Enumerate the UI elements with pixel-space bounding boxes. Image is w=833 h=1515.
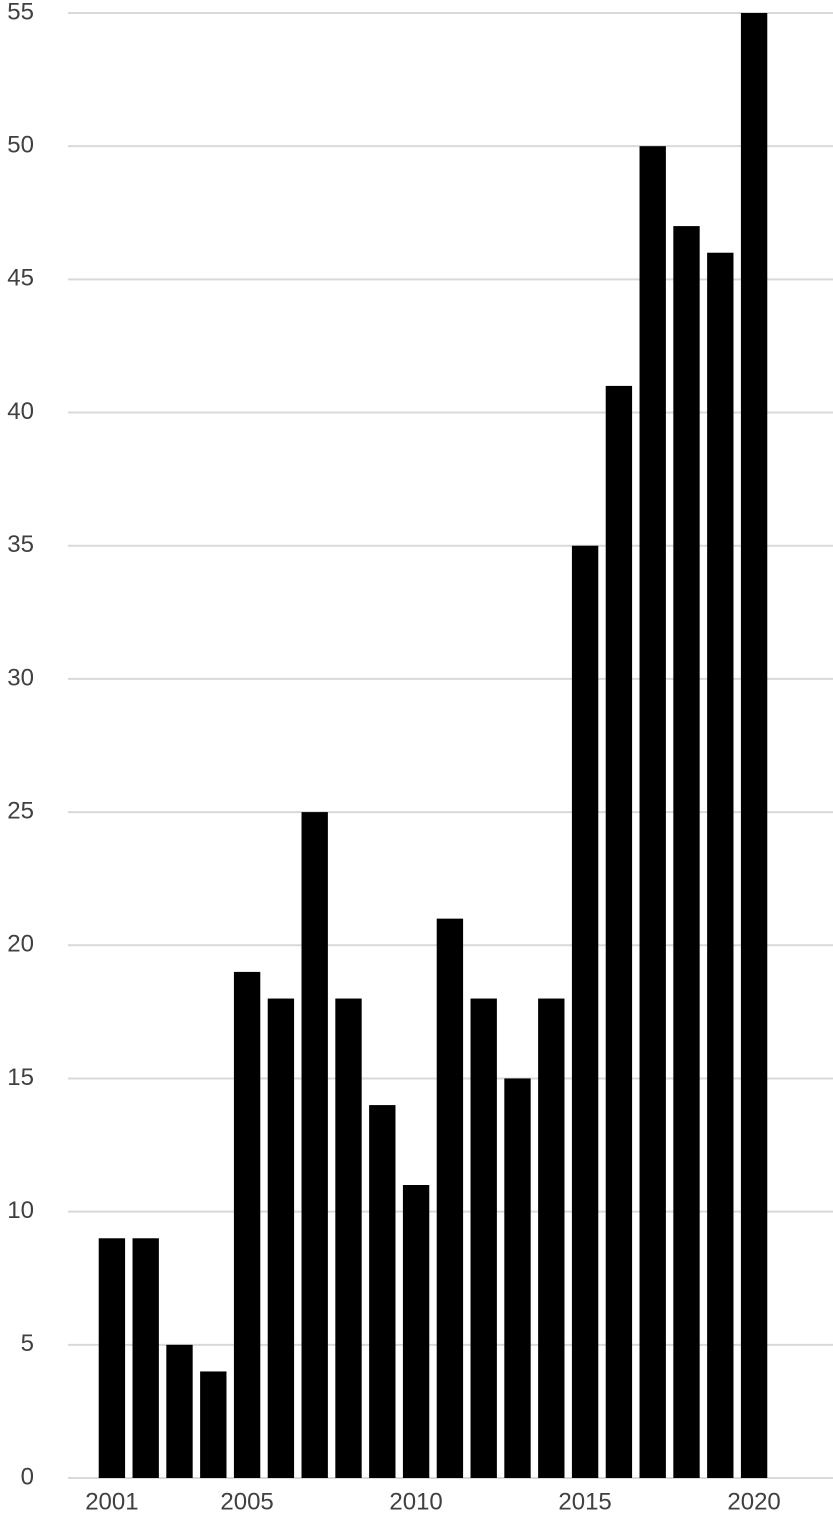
x-tick-label: 2010: [389, 1488, 442, 1515]
bar: [369, 1105, 396, 1478]
y-tick-label: 25: [7, 797, 34, 824]
bar: [538, 998, 565, 1478]
bar: [605, 385, 633, 1479]
bar: [436, 918, 464, 1478]
bar: [166, 1344, 193, 1478]
y-tick-label: 20: [7, 931, 34, 958]
y-tick-label: 45: [7, 265, 34, 292]
y-tick-label: 5: [21, 1330, 34, 1357]
y-tick-label: 0: [21, 1463, 34, 1490]
bar: [200, 1371, 227, 1478]
bar: [98, 1238, 126, 1478]
y-tick-label: 10: [7, 1197, 34, 1224]
bar: [740, 13, 768, 1478]
bar: [233, 971, 261, 1478]
y-tick-label: 30: [7, 664, 34, 691]
y-tick-label: 35: [7, 531, 34, 558]
bar: [132, 1238, 159, 1478]
x-tick-label: 2001: [85, 1488, 138, 1515]
bar: [673, 226, 700, 1478]
bar: [707, 252, 734, 1478]
x-tick-label: 2020: [727, 1488, 780, 1515]
x-tick-label: 2015: [558, 1488, 611, 1515]
y-tick-label: 15: [7, 1064, 34, 1091]
bar: [335, 998, 362, 1478]
bar: [470, 998, 497, 1478]
bar: [639, 146, 666, 1478]
y-tick-label: 50: [7, 132, 34, 159]
bar: [571, 545, 599, 1478]
bar: [504, 1078, 531, 1478]
x-tick-label: 2005: [220, 1488, 273, 1515]
bar: [301, 812, 328, 1478]
y-tick-label: 55: [7, 0, 34, 25]
y-tick-label: 40: [7, 398, 34, 425]
bar: [402, 1185, 430, 1478]
bar: [267, 998, 295, 1478]
